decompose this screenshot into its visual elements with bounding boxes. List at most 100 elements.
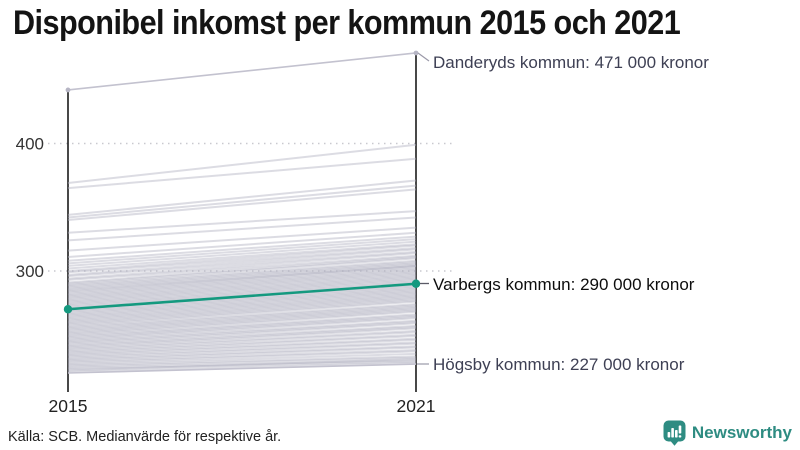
y-tick-label-300: 300 bbox=[16, 262, 44, 281]
municipality-line bbox=[67, 184, 417, 219]
municipality-line bbox=[67, 255, 417, 284]
annotation-varberg: Varbergs kommun: 290 000 kronor bbox=[420, 275, 695, 294]
municipality-line bbox=[67, 298, 417, 325]
municipality-line bbox=[67, 331, 417, 352]
municipality-line bbox=[67, 250, 417, 278]
municipality-line bbox=[67, 143, 417, 185]
municipality-line bbox=[67, 319, 417, 343]
municipality-line bbox=[67, 287, 417, 315]
municipality-line bbox=[67, 294, 417, 321]
annotation-label-danderyd: Danderyds kommun: 471 000 kronor bbox=[433, 53, 709, 72]
x-axis-label-2015: 2015 bbox=[49, 396, 88, 416]
municipality-line bbox=[67, 259, 417, 287]
bar-chart-bubble-icon bbox=[663, 420, 686, 446]
municipality-line bbox=[67, 304, 417, 330]
background-slope-lines bbox=[67, 143, 417, 373]
municipality-line bbox=[67, 261, 417, 288]
municipality-line bbox=[67, 359, 417, 369]
municipality-line bbox=[67, 314, 417, 339]
municipality-line bbox=[67, 280, 417, 308]
municipality-line bbox=[67, 327, 417, 349]
municipality-line bbox=[67, 264, 417, 293]
series-dot bbox=[63, 305, 73, 314]
leader-line-danderyd bbox=[417, 52, 430, 62]
municipality-line bbox=[67, 356, 417, 368]
source-note: Källa: SCB. Medianvärde för respektive å… bbox=[8, 429, 282, 445]
municipality-line bbox=[67, 267, 417, 295]
municipality-line bbox=[67, 350, 417, 364]
municipality-line bbox=[67, 271, 417, 299]
chart-title: Disponibel inkomst per kommun 2015 och 2… bbox=[13, 4, 681, 42]
municipality-line bbox=[67, 252, 417, 280]
municipality-line bbox=[67, 257, 417, 285]
annotated-slope-lines bbox=[63, 50, 421, 374]
municipality-line bbox=[67, 295, 417, 322]
municipality-line bbox=[67, 273, 417, 302]
municipality-line bbox=[67, 335, 417, 354]
municipality-line bbox=[67, 291, 417, 318]
brand-name: Newsworthy bbox=[691, 423, 792, 442]
municipality-line bbox=[67, 315, 417, 340]
municipality-line bbox=[67, 342, 417, 359]
annotation-danderyd: Danderyds kommun: 471 000 kronor bbox=[417, 52, 709, 72]
series-dot bbox=[411, 279, 421, 288]
municipality-line bbox=[67, 243, 417, 270]
annotation-hogsby: Högsby kommun: 227 000 kronor bbox=[417, 355, 685, 374]
municipality-line bbox=[67, 333, 417, 353]
axis-poles bbox=[67, 52, 417, 392]
municipality-line bbox=[67, 188, 417, 221]
municipality-line bbox=[67, 360, 417, 371]
municipality-line bbox=[67, 345, 417, 360]
municipality-line bbox=[67, 275, 417, 303]
municipality-line bbox=[67, 313, 417, 338]
municipality-line bbox=[67, 238, 417, 265]
municipality-line bbox=[67, 270, 417, 298]
municipality-line bbox=[67, 266, 417, 294]
municipality-line bbox=[67, 254, 417, 281]
municipality-line bbox=[67, 226, 417, 252]
series-dot bbox=[413, 50, 419, 56]
municipality-line bbox=[67, 341, 417, 358]
municipality-line bbox=[67, 264, 417, 292]
x-axis-labels: 2015 2021 bbox=[49, 396, 436, 416]
municipality-line bbox=[67, 296, 417, 323]
municipality-line bbox=[67, 289, 417, 316]
series-line-Högsby kommun bbox=[67, 363, 417, 374]
municipality-line bbox=[67, 303, 417, 329]
municipality-line bbox=[67, 262, 417, 289]
municipality-line bbox=[67, 210, 417, 234]
municipality-line bbox=[67, 216, 417, 242]
municipality-line bbox=[67, 244, 417, 272]
municipality-line bbox=[67, 310, 417, 336]
municipality-line bbox=[67, 324, 417, 346]
municipality-line bbox=[67, 231, 417, 258]
series-line-Varbergs kommun bbox=[67, 282, 417, 311]
municipality-line bbox=[67, 285, 417, 312]
municipality-line bbox=[67, 248, 417, 276]
municipality-line bbox=[67, 337, 417, 355]
municipality-line bbox=[67, 300, 417, 327]
municipality-line bbox=[67, 247, 417, 274]
municipality-line bbox=[67, 306, 417, 332]
municipality-line bbox=[67, 321, 417, 344]
municipality-line bbox=[67, 322, 417, 345]
municipality-line bbox=[67, 268, 417, 297]
gridlines: 300 400 bbox=[16, 135, 455, 281]
municipality-line bbox=[67, 272, 417, 301]
municipality-line bbox=[67, 305, 417, 331]
series-line-Danderyds kommun bbox=[67, 52, 417, 91]
municipality-line bbox=[67, 276, 417, 304]
municipality-line bbox=[67, 338, 417, 357]
municipality-line bbox=[67, 357, 417, 372]
municipality-line bbox=[67, 308, 417, 334]
municipality-line bbox=[67, 240, 417, 267]
municipality-line bbox=[67, 235, 417, 262]
municipality-line bbox=[67, 346, 417, 362]
municipality-line bbox=[67, 326, 417, 348]
annotation-label-hogsby: Högsby kommun: 227 000 kronor bbox=[433, 355, 685, 374]
municipality-line bbox=[67, 309, 417, 335]
newsworthy-logo[interactable]: Newsworthy bbox=[663, 420, 792, 446]
municipality-line bbox=[67, 286, 417, 313]
municipality-line bbox=[67, 352, 417, 366]
